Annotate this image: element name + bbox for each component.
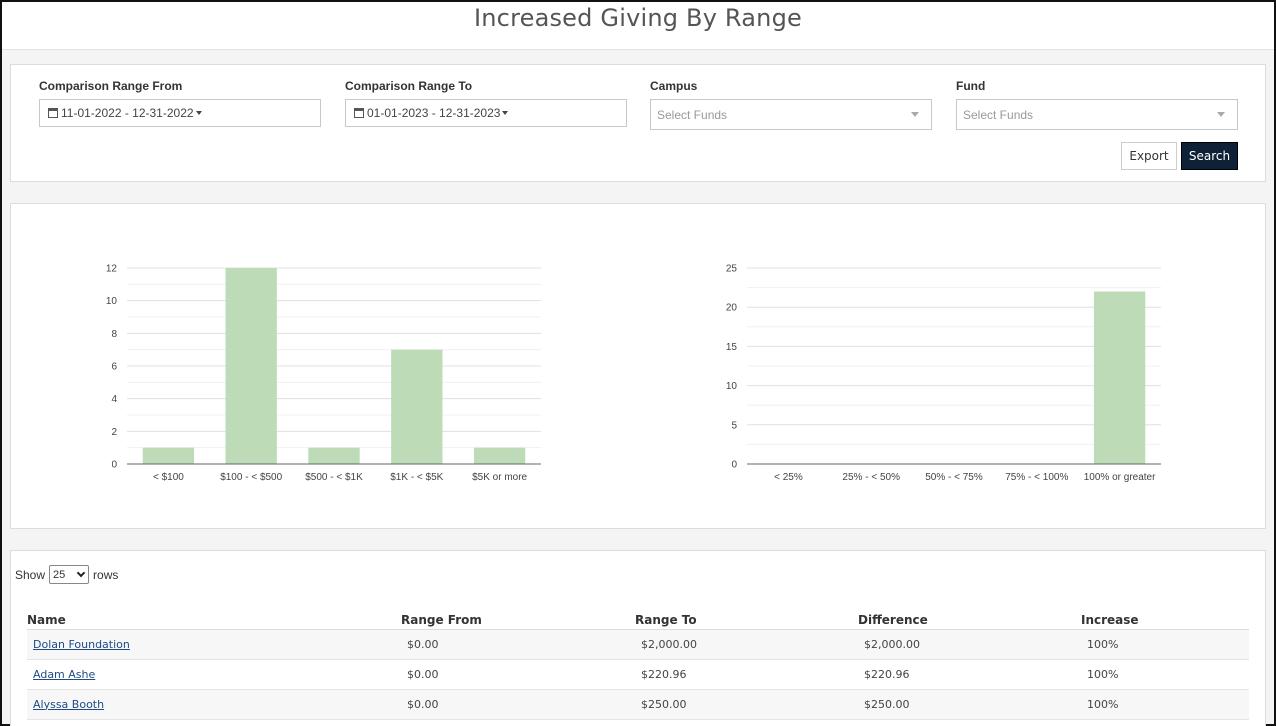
x-tick-label: 50% - < 75% xyxy=(925,472,983,483)
campus-label: Campus xyxy=(650,79,698,93)
search-button[interactable]: Search xyxy=(1181,142,1238,170)
y-tick-label: 20 xyxy=(726,303,738,314)
rows-per-page-select[interactable]: 25 xyxy=(49,565,90,584)
table-row: Adam Ashe $0.00 $220.96 $220.96 100% xyxy=(27,659,1249,690)
x-tick-label: $500 - < $1K xyxy=(305,472,363,483)
y-tick-label: 10 xyxy=(726,381,738,392)
bar xyxy=(391,349,443,464)
bar xyxy=(225,268,277,464)
y-tick-label: 2 xyxy=(111,427,117,438)
column-header-increase[interactable]: Increase xyxy=(1081,611,1249,630)
difference-cell: $220.96 xyxy=(858,659,1081,690)
x-tick-label: 100% or greater xyxy=(1084,472,1156,483)
increase-cell: 100% xyxy=(1081,629,1249,660)
bar xyxy=(1093,291,1146,464)
y-tick-label: 5 xyxy=(731,420,737,431)
charts-panel: 0 2 4 6 8 10 12 < $100 $100 - < $500 $500 - < $1K… xyxy=(10,203,1266,529)
column-header-difference[interactable]: Difference xyxy=(858,611,1081,630)
donor-name-link[interactable]: Alyssa Booth xyxy=(33,697,105,711)
y-tick-label: 8 xyxy=(111,329,117,340)
fund-label: Fund xyxy=(956,79,986,93)
export-button[interactable]: Export xyxy=(1121,142,1177,170)
range-from-picker[interactable]: 11-01-2022 - 12-31-2022 xyxy=(39,99,321,127)
calendar-icon xyxy=(48,108,58,118)
table-row: Dolan Foundation $0.00 $2,000.00 $2,000.… xyxy=(27,629,1249,660)
range-from-group: Comparison Range From 11-01-2022 - 12-31… xyxy=(39,79,321,127)
y-tick-label: 25 xyxy=(726,264,738,275)
fund-group: Fund Select Funds xyxy=(956,79,1238,130)
show-label: Show xyxy=(15,567,46,582)
y-tick-label: 6 xyxy=(111,362,117,373)
range-to-group: Comparison Range To 01-01-2023 - 12-31-2… xyxy=(345,79,627,127)
filter-panel: Comparison Range From 11-01-2022 - 12-31… xyxy=(10,64,1266,182)
campus-placeholder: Select Funds xyxy=(657,107,728,122)
caret-down-icon xyxy=(195,111,202,115)
column-header-name[interactable]: Name xyxy=(27,611,401,630)
caret-down-icon xyxy=(502,111,509,115)
donor-name-link[interactable]: Adam Ashe xyxy=(33,667,96,681)
x-tick-label: < $100 xyxy=(153,472,184,483)
range-to-cell: $220.96 xyxy=(635,659,858,690)
page-title: Increased Giving By Range xyxy=(473,4,802,32)
y-tick-label: 12 xyxy=(106,264,118,275)
range-to-cell: $250.00 xyxy=(635,689,858,720)
chevron-down-icon xyxy=(911,112,919,117)
bar xyxy=(308,447,360,464)
results-table: Name Range From Range To Difference Incr… xyxy=(27,611,1249,720)
range-to-label: Comparison Range To xyxy=(345,79,473,93)
page-header: Increased Giving By Range xyxy=(2,2,1274,50)
bar xyxy=(473,447,526,464)
x-tick-label: $5K or more xyxy=(472,472,527,483)
increase-cell: 100% xyxy=(1081,689,1249,720)
y-tick-label: 0 xyxy=(111,460,117,471)
table-header-row: Name Range From Range To Difference Incr… xyxy=(27,611,1249,630)
campus-group: Campus Select Funds xyxy=(650,79,932,130)
column-header-range-from[interactable]: Range From xyxy=(401,611,635,630)
donor-count-by-increase-chart: 0 5 10 15 20 25 < 25% 25% - < 50% 50% - < 75% 75%… xyxy=(726,264,1161,483)
range-from-cell: $0.00 xyxy=(401,629,635,660)
range-from-cell: $0.00 xyxy=(401,659,635,690)
campus-select[interactable]: Select Funds xyxy=(650,99,932,130)
rows-per-page-value: 25 xyxy=(53,568,66,581)
x-tick-label: < 25% xyxy=(774,472,803,483)
range-from-cell: $0.00 xyxy=(401,689,635,720)
range-to-cell: $2,000.00 xyxy=(635,629,858,660)
y-tick-label: 10 xyxy=(106,296,118,307)
y-tick-label: 0 xyxy=(731,460,737,471)
range-from-value: 11-01-2022 - 12-31-2022 xyxy=(61,106,194,120)
range-to-value: 01-01-2023 - 12-31-2023 xyxy=(367,106,501,120)
y-tick-label: 4 xyxy=(111,394,117,405)
y-tick-label: 15 xyxy=(726,342,738,353)
calendar-icon xyxy=(354,108,364,118)
donor-count-by-amount-chart: 0 2 4 6 8 10 12 < $100 $100 - < $500 $500 - < $1K… xyxy=(106,264,541,483)
fund-select[interactable]: Select Funds xyxy=(956,99,1238,130)
x-tick-label: $1K - < $5K xyxy=(390,472,443,483)
range-from-label: Comparison Range From xyxy=(39,79,183,93)
donor-name-link[interactable]: Dolan Foundation xyxy=(33,637,130,651)
page-length-control: Show 25 rows xyxy=(15,565,118,584)
x-tick-label: $100 - < $500 xyxy=(220,472,282,483)
chevron-down-icon xyxy=(76,568,86,578)
table-row: Alyssa Booth $0.00 $250.00 $250.00 100% xyxy=(27,689,1249,720)
x-tick-label: 25% - < 50% xyxy=(842,472,900,483)
column-header-range-to[interactable]: Range To xyxy=(635,611,858,630)
increase-cell: 100% xyxy=(1081,659,1249,690)
results-panel: Show 25 rows Name Range From Range To Di… xyxy=(10,550,1266,726)
chevron-down-icon xyxy=(1217,112,1225,117)
x-tick-label: 75% - < 100% xyxy=(1005,472,1068,483)
rows-label: rows xyxy=(93,567,119,582)
fund-placeholder: Select Funds xyxy=(963,107,1034,122)
difference-cell: $2,000.00 xyxy=(858,629,1081,660)
bar xyxy=(142,447,195,464)
range-to-picker[interactable]: 01-01-2023 - 12-31-2023 xyxy=(345,99,627,127)
difference-cell: $250.00 xyxy=(858,689,1081,720)
